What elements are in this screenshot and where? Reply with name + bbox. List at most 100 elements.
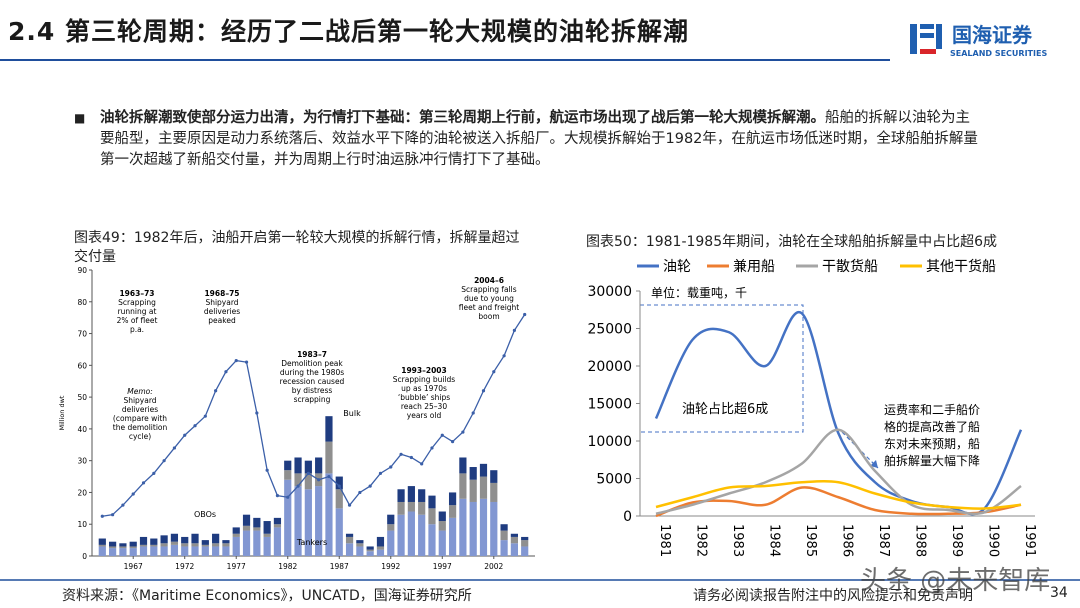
bar-segment (418, 489, 426, 502)
y-tick-label: 30 (77, 457, 87, 466)
bullet-text: ■ 油轮拆解潮致使部分运力出清，为行情打下基础：第三轮周期上行前，航运市场出现了战… (74, 110, 978, 168)
bar-segment (98, 538, 106, 545)
annotation: deliveries (204, 307, 240, 316)
bar-segment (242, 525, 251, 531)
bar-segment (376, 549, 385, 556)
bar-segment (109, 541, 117, 547)
x-tick-label: 1984 (767, 524, 782, 557)
deliveries-point (100, 514, 104, 518)
bar-segment (397, 514, 405, 556)
bar-segment (160, 543, 168, 547)
deliveries-point (265, 468, 269, 472)
bar-segment (150, 538, 158, 545)
x-tick-label: 1972 (175, 562, 194, 571)
bar-segment (315, 457, 323, 474)
annotation: Shipyard (205, 298, 238, 307)
y-tick-label: 20000 (587, 359, 632, 375)
bar-segment (181, 543, 189, 547)
deliveries-point (440, 433, 444, 437)
bar-segment (160, 546, 168, 556)
deliveries-point (286, 495, 290, 499)
x-tick-label: 1988 (913, 524, 928, 557)
bar-segment (284, 470, 292, 480)
bar-segment (345, 543, 354, 556)
annotation: Scrapping (118, 298, 156, 307)
annotation: running at (118, 307, 157, 316)
legend-label: 兼用船 (733, 259, 775, 275)
bar-segment (263, 536, 271, 556)
bar-segment (500, 524, 508, 531)
bar-segment (212, 533, 220, 544)
bar-segment (273, 527, 282, 556)
deliveries-point (327, 474, 331, 479)
deliveries-point (162, 459, 166, 463)
bar-segment (500, 530, 508, 541)
logo-icon (910, 24, 942, 54)
annotation: Scrapping falls (461, 285, 516, 294)
annotation: 油轮占比超6成 (682, 402, 768, 417)
bar-segment (459, 457, 467, 474)
bar-segment (139, 546, 148, 556)
bar-segment (232, 536, 240, 556)
deliveries-point (111, 513, 115, 517)
bar-segment (510, 536, 518, 544)
bar-segment (376, 536, 385, 547)
bar-segment (201, 544, 209, 547)
bar-segment (232, 533, 240, 537)
legend-label: 干散货船 (822, 258, 878, 275)
x-tick-label: 1985 (803, 524, 818, 557)
bar-segment (521, 546, 529, 556)
deliveries-point (523, 312, 527, 317)
bar-segment (129, 546, 137, 549)
bar-segment (129, 541, 137, 547)
bar-segment (98, 546, 106, 556)
annotation: 1963–73 (119, 289, 154, 298)
annotation: due to young (464, 294, 514, 303)
logo-text: 国海证券 (952, 23, 1033, 47)
bar-segment (201, 540, 209, 545)
watermark: 头条 @未来智库 (860, 566, 1051, 596)
bar-segment (469, 479, 477, 502)
bar-segment (139, 536, 148, 545)
deliveries-point (389, 465, 393, 469)
x-tick-label: 1987 (330, 562, 349, 571)
x-tick-label: 1982 (694, 524, 709, 557)
annotation: up as 1970s (401, 384, 447, 393)
chart-caption: 图表49：1982年后，油船开启第一轮较大规模的拆解行情，拆解量超过交付量 (74, 230, 520, 265)
annotation: 1993–2003 (401, 366, 447, 375)
deliveries-point (121, 503, 125, 507)
bar-segment (222, 546, 230, 556)
x-tick-label: 1997 (433, 562, 452, 571)
bar-segment (129, 548, 137, 556)
bar-segment (325, 473, 333, 556)
bar-segment (448, 505, 457, 518)
annotation: deliveries (122, 405, 158, 414)
bar-segment (191, 546, 199, 556)
annotation: 格的提高改善了船 (884, 419, 980, 434)
y-tick-label: 40 (77, 425, 87, 434)
bar-segment (253, 527, 261, 531)
page-number: 34 (1050, 585, 1068, 601)
bar-segment (479, 476, 488, 499)
annotation: 2004–6 (474, 276, 504, 285)
bar-segment (500, 540, 508, 556)
x-tick-label: 1986 (840, 524, 855, 557)
series-line (655, 486, 1022, 518)
bar-segment (263, 533, 271, 537)
deliveries-point (224, 370, 228, 374)
deliveries-point (420, 462, 424, 466)
bar-segment (387, 524, 395, 531)
deliveries-point (152, 471, 156, 475)
deliveries-point (183, 433, 187, 437)
deliveries-point (214, 389, 218, 393)
arrow (841, 431, 879, 469)
bar-segment (191, 533, 199, 544)
annotation: 1983–7 (297, 350, 327, 359)
bar-segment (387, 530, 395, 556)
y-tick-label: 60 (77, 361, 87, 370)
series-label: Bulk (343, 409, 361, 418)
bar-segment (181, 546, 189, 556)
bar-segment (98, 544, 106, 547)
x-tick-label: 2002 (484, 562, 503, 571)
y-tick-label: 10 (77, 520, 87, 529)
